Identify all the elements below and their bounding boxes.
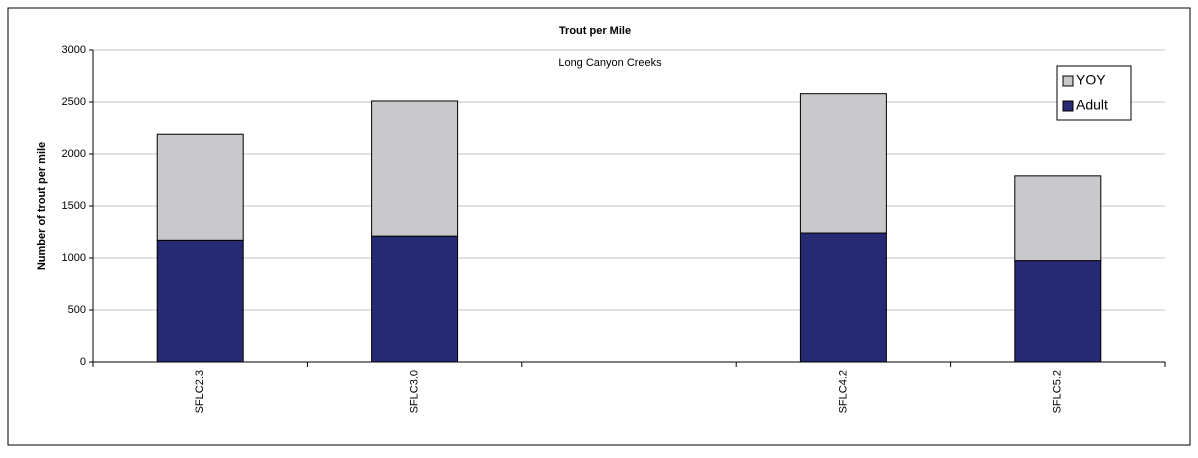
bar-segment [371, 100, 459, 237]
legend-label: YOY [1076, 72, 1106, 88]
y-tick-label: 2500 [62, 96, 86, 108]
legend-swatch [1062, 75, 1074, 87]
bar-segment [371, 235, 459, 363]
legend-swatch [1062, 100, 1074, 112]
y-axis-label: Number of trout per mile [36, 142, 48, 270]
bar-segment [799, 93, 887, 234]
y-tick-label: 500 [68, 304, 86, 316]
chart-subtitle: Long Canyon Creeks [558, 57, 662, 69]
y-tick-label: 1000 [62, 252, 86, 264]
y-tick-label: 2000 [62, 148, 86, 160]
bar-segment [156, 239, 244, 363]
legend-label: Adult [1076, 97, 1108, 113]
bar-segment [156, 133, 244, 241]
chart-title: Trout per Mile [559, 25, 631, 37]
x-tick-label: SFLC2.3 [194, 370, 206, 413]
y-tick-label: 0 [80, 356, 86, 368]
x-tick-label: SFLC3.0 [409, 370, 421, 413]
bar-segment [799, 232, 887, 363]
bar-segment [1014, 260, 1102, 363]
y-tick-label: 1500 [62, 200, 86, 212]
x-tick-label: SFLC5.2 [1052, 370, 1064, 413]
y-tick-label: 3000 [62, 44, 86, 56]
bar-segment [1014, 175, 1102, 262]
x-tick-label: SFLC4.2 [837, 370, 849, 413]
